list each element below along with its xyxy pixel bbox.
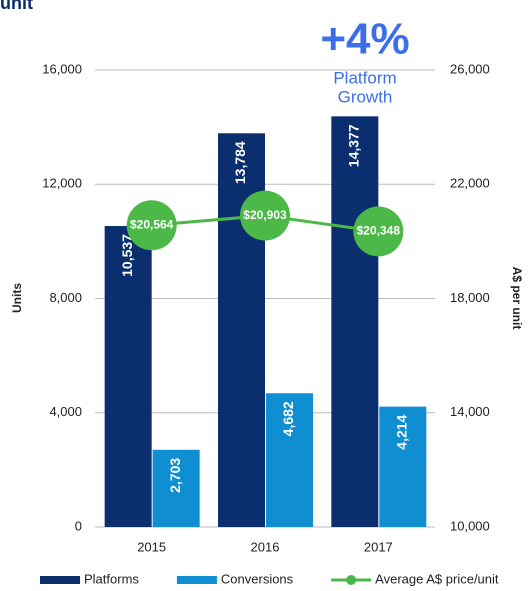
- x-tick-label: 2017: [364, 539, 393, 554]
- bar: [266, 393, 313, 527]
- bar: [379, 406, 427, 527]
- annotation: +4%: [320, 15, 409, 64]
- x-tick-label: 2016: [251, 539, 280, 554]
- y2-tick-label: 10,000: [450, 518, 490, 533]
- legend-label: Platforms: [84, 571, 139, 586]
- y2-tick-label: 22,000: [450, 176, 490, 191]
- y-tick-label: 4,000: [49, 404, 82, 419]
- bar-value-label: 14,377: [346, 124, 362, 167]
- line-value-label: $20,348: [357, 224, 401, 238]
- legend-label: Conversions: [221, 571, 294, 586]
- y2-axis-label: A$ per unit: [510, 267, 524, 330]
- bar-value-label: 2,703: [167, 458, 183, 493]
- line-value-label: $20,903: [243, 208, 287, 222]
- chart-title: unit: [0, 0, 33, 13]
- line-marker: [353, 206, 404, 257]
- legend-label: Average A$ price/unit: [375, 571, 499, 586]
- line-marker: [126, 200, 177, 251]
- annotation: Platform: [333, 68, 396, 87]
- y2-tick-label: 26,000: [450, 61, 490, 76]
- y2-tick-label: 18,000: [450, 290, 490, 305]
- bar-value-label: 4,682: [280, 401, 296, 436]
- y2-tick-label: 14,000: [450, 404, 490, 419]
- x-tick-label: 2015: [137, 539, 166, 554]
- bar: [331, 116, 379, 527]
- line-marker: [240, 190, 290, 241]
- legend-swatch: [176, 576, 217, 584]
- y-tick-label: 8,000: [49, 290, 82, 305]
- bar-value-label: 4,214: [394, 414, 410, 449]
- legend-swatch: [346, 575, 357, 585]
- annotation: Growth: [338, 87, 393, 106]
- bar: [152, 449, 200, 527]
- y-tick-label: 12,000: [42, 176, 82, 191]
- bar-value-label: 10,537: [119, 234, 135, 277]
- legend-swatch: [40, 576, 80, 584]
- bar-value-label: 13,784: [232, 141, 248, 184]
- bar: [104, 226, 152, 528]
- y-tick-label: 16,000: [42, 61, 82, 76]
- y-axis-label: Units: [10, 283, 24, 313]
- line-value-label: $20,564: [130, 217, 174, 231]
- y-tick-label: 0: [75, 518, 82, 533]
